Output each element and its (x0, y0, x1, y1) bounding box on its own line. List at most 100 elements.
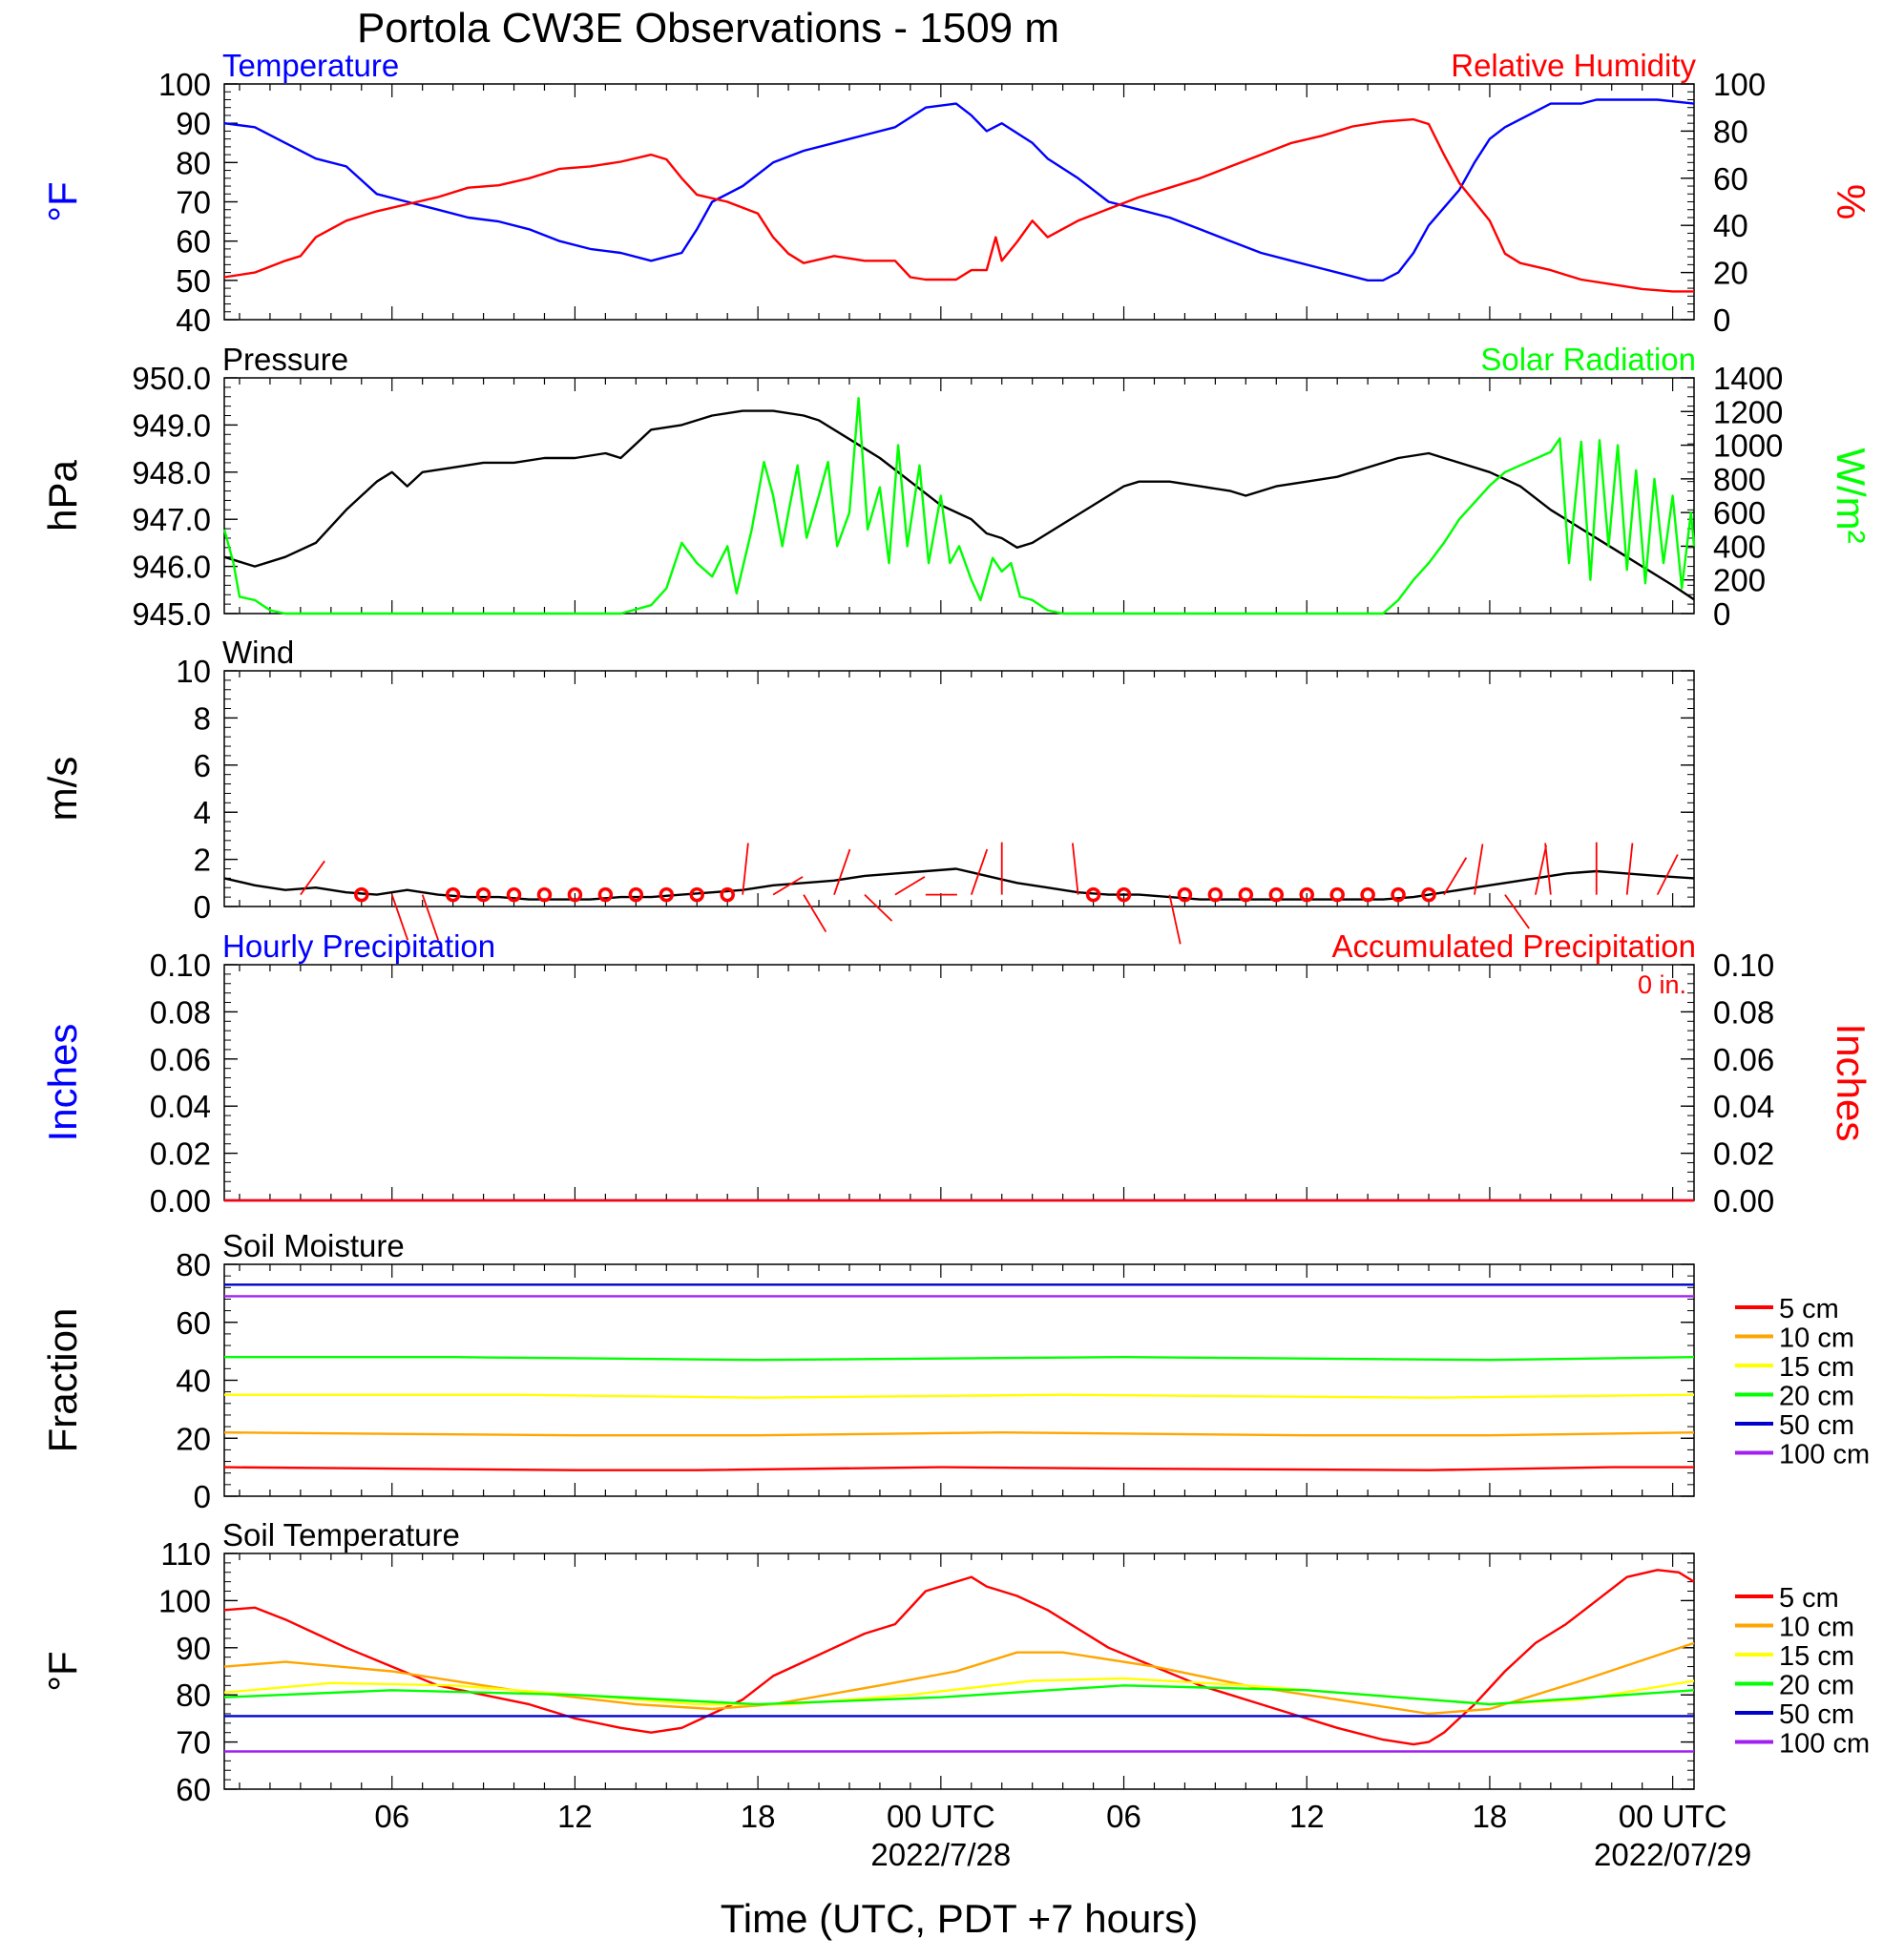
y-tick-label: 6 (194, 748, 211, 783)
wind-barb (1544, 843, 1552, 895)
y2-tick-label: 1000 (1713, 428, 1783, 464)
x-tick-label: 06 (1106, 1799, 1141, 1834)
y-tick-label: 0.04 (150, 1089, 211, 1124)
wind-barbs (300, 842, 1679, 945)
plot-frame (223, 1263, 1695, 1497)
y-axis-label: m/s (40, 757, 85, 822)
wind-barb (864, 894, 893, 922)
y2-tick-label: 0.10 (1713, 948, 1774, 983)
calm-wind-circle (1238, 886, 1254, 903)
x-tick-label: 00 UTC (1619, 1799, 1727, 1834)
y-tick-label: 100 (158, 1583, 211, 1618)
y2-tick-label: 0 (1713, 596, 1730, 632)
panel-title-left: Soil Moisture (222, 1228, 405, 1263)
legend-label: 20 cm (1779, 1671, 1854, 1701)
x-tick-label: 12 (557, 1799, 593, 1834)
series-line-temperature (223, 98, 1695, 281)
legend-label: 5 cm (1779, 1583, 1839, 1614)
series-line-5-cm (223, 1466, 1694, 1471)
y2-tick-label: 0.08 (1713, 994, 1774, 1030)
y2-tick-label: 200 (1713, 563, 1766, 598)
calm-wind-circle (659, 886, 675, 903)
series-line-wind (223, 867, 1695, 901)
legend-label: 10 cm (1779, 1323, 1854, 1354)
y2-tick-label: 600 (1713, 495, 1766, 531)
y2-tick-label: 0.04 (1713, 1089, 1774, 1124)
legend-label: 15 cm (1779, 1641, 1854, 1672)
y-tick-label: 100 (158, 67, 211, 102)
wind-barb (1656, 854, 1679, 896)
y2-tick-label: 100 (1713, 67, 1766, 102)
y-tick-label: 948.0 (132, 455, 211, 490)
y-tick-label: 80 (176, 1678, 211, 1713)
y2-tick-label: 60 (1713, 161, 1748, 197)
wind-barb (1474, 844, 1484, 895)
legend-label: 10 cm (1779, 1613, 1854, 1643)
calm-wind-circle (475, 886, 492, 903)
wind-barb (1168, 894, 1182, 945)
y-tick-label: 70 (176, 1725, 211, 1761)
y-tick-label: 4 (194, 795, 211, 830)
series-line-solar-radiation (222, 397, 1696, 615)
legend-label: 15 cm (1779, 1352, 1854, 1383)
y-tick-label: 0.02 (150, 1136, 211, 1172)
x-date-label: 2022/7/28 (870, 1837, 1011, 1872)
y-tick-label: 0.00 (150, 1183, 211, 1219)
y-tick-label: 0.10 (150, 948, 211, 983)
panel-title-left: Hourly Precipitation (222, 928, 495, 964)
calm-wind-circle (1360, 886, 1375, 903)
panel-title-right: Accumulated Precipitation (1331, 928, 1696, 964)
calm-wind-circle (1421, 886, 1436, 903)
calm-wind-circle (597, 886, 614, 903)
legend-label: 100 cm (1779, 1440, 1870, 1470)
y-tick-label: 60 (176, 224, 211, 260)
series-line-5-cm (223, 1569, 1695, 1746)
calm-wind-circle (1116, 886, 1132, 903)
x-tick-label: 06 (374, 1799, 409, 1834)
y-tick-label: 946.0 (132, 550, 211, 585)
y-tick-label: 40 (176, 302, 211, 338)
y2-tick-label: 40 (1713, 208, 1748, 243)
series-line-20-cm (224, 1356, 1695, 1362)
y2-tick-label: 0.06 (1713, 1042, 1774, 1077)
wind-barb (390, 894, 409, 941)
legend-label: 5 cm (1779, 1294, 1839, 1324)
y-tick-label: 10 (176, 654, 211, 689)
wind-barb (1625, 843, 1634, 895)
y-tick-label: 0.06 (150, 1042, 211, 1077)
panel-title-left: Soil Temperature (222, 1517, 460, 1553)
y-tick-label: 20 (176, 1421, 211, 1456)
y-axis-label: °F (40, 1651, 85, 1691)
wind-barb (742, 843, 749, 895)
y-tick-label: 80 (176, 145, 211, 180)
plot-frame (223, 670, 1695, 907)
accumulated-total-label: 0 in. (1638, 970, 1686, 999)
series-line-10-cm (223, 1431, 1695, 1437)
y-axis-label: Fraction (40, 1308, 85, 1453)
y-tick-label: 0.08 (150, 994, 211, 1030)
y2-tick-label: 20 (1713, 256, 1748, 291)
calm-wind-circle (1207, 886, 1224, 903)
x-tick-label: 00 UTC (887, 1799, 995, 1834)
wind-barb (421, 894, 440, 941)
y-tick-label: 947.0 (132, 502, 211, 537)
y2-tick-label: 1400 (1713, 361, 1783, 396)
wind-barb (1443, 857, 1468, 896)
legend-label: 50 cm (1779, 1410, 1854, 1441)
y-tick-label: 945.0 (132, 596, 211, 632)
panel-title-right: Relative Humidity (1451, 48, 1696, 83)
y2-axis-label: W/m² (1829, 448, 1873, 543)
calm-wind-circle (1391, 886, 1406, 903)
y-tick-label: 110 (160, 1536, 211, 1572)
panel-precip: 0.10 0.08 0.06 0.04 0.02 0.00 0.10 0.08 0.06 0.04… (40, 928, 1873, 1219)
y-tick-label: 60 (176, 1305, 211, 1341)
calm-wind-circle (1177, 886, 1193, 903)
calm-wind-circle (628, 886, 644, 903)
calm-wind-circle (1299, 886, 1314, 903)
panel-title-left: Wind (222, 635, 294, 670)
wind-barb (1534, 844, 1548, 895)
